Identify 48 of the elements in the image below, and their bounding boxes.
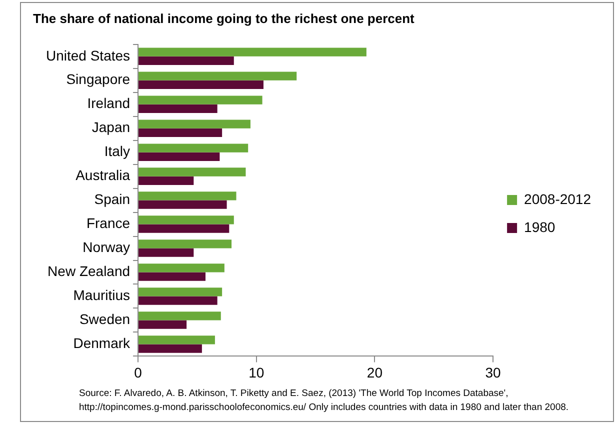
x-tick-label: 20: [366, 364, 383, 380]
bar: [138, 96, 262, 104]
bar: [138, 152, 220, 161]
y-tick-label: Sweden: [79, 311, 130, 328]
y-tick-label: New Zealand: [48, 263, 130, 280]
y-tick-label: Singapore: [66, 71, 130, 88]
bar: [138, 216, 234, 224]
bar: [138, 296, 218, 305]
y-tick-label: Mauritius: [73, 287, 130, 304]
source-note: Source: F. Alvaredo, A. B. Atkinson, T. Piketty and E. Saez, (2013) 'The World Top Incomes Database',: [79, 387, 510, 401]
x-tick-label: 0: [134, 364, 142, 380]
x-tick-label: 10: [248, 364, 264, 380]
y-tick-label: United States: [46, 47, 130, 64]
bar: [138, 80, 264, 90]
bar: [138, 144, 248, 152]
y-tick-label: Australia: [76, 167, 130, 184]
bar: [138, 104, 218, 113]
bar: [138, 288, 222, 296]
y-tick-label: Italy: [104, 143, 130, 160]
y-tick-label: Japan: [92, 119, 130, 136]
bar: [138, 336, 215, 344]
y-tick-label: Spain: [94, 191, 130, 208]
y-tick-label: Denmark: [73, 335, 132, 352]
bar: [138, 72, 297, 80]
bar: [138, 200, 227, 209]
bar: [138, 264, 224, 272]
legend-label: 1980: [524, 218, 556, 235]
bar: [138, 56, 234, 66]
bar: [138, 272, 206, 281]
bar: [138, 120, 250, 128]
y-tick-label: France: [86, 215, 130, 232]
y-tick-label: Ireland: [87, 95, 130, 112]
bar: [138, 240, 232, 248]
x-tick-label: 30: [485, 364, 502, 380]
text: http://topincomes.g-mond.parisschoolofeconomics.eu/ Only includes countries with data in 1980 and later than 2008.: [79, 401, 569, 415]
bar: [138, 192, 236, 200]
bar: [138, 312, 221, 320]
chart-title: The share of national income going to the richest one percent: [33, 11, 414, 26]
bar: [138, 248, 194, 257]
y-tick-label: Norway: [82, 239, 130, 256]
legend-label: 2008-2012: [524, 190, 592, 207]
bar: [138, 128, 222, 137]
bar: [138, 48, 366, 56]
bar: [138, 344, 202, 353]
bar: [138, 320, 187, 329]
bar: [138, 224, 230, 233]
bar: [138, 176, 194, 185]
bar: [138, 168, 246, 176]
